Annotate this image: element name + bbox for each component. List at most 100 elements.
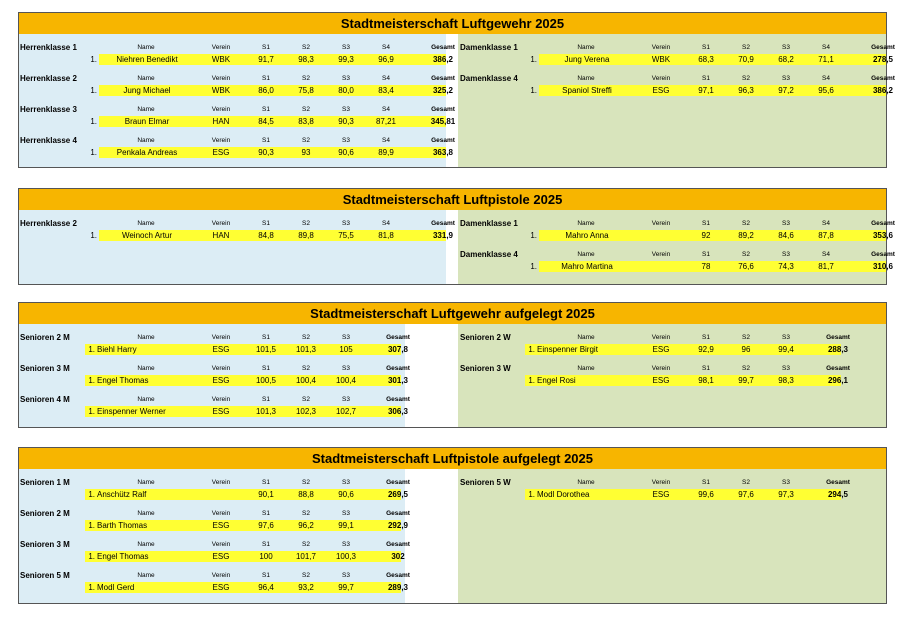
column-header: S3 <box>782 251 790 258</box>
result-bar <box>539 54 886 65</box>
column-header: Name <box>137 510 155 517</box>
column-header: Name <box>137 106 155 113</box>
score: 97,6 <box>738 490 754 499</box>
score: 100,3 <box>335 552 357 561</box>
column-header: Verein <box>211 137 231 144</box>
total: 325,2 <box>432 86 454 95</box>
class-label: Damenklasse 4 <box>460 250 518 259</box>
class-label: Senioren 3 M <box>20 364 70 373</box>
section <box>18 12 887 168</box>
rank: 1. <box>528 490 535 499</box>
column-header: S2 <box>742 220 750 227</box>
column-header: Verein <box>211 479 231 486</box>
total: 278,5 <box>872 55 894 64</box>
result-bar <box>99 147 446 158</box>
column-header: Verein <box>211 396 231 403</box>
score: 81,7 <box>818 262 834 271</box>
column-header: Name <box>577 220 595 227</box>
column-header: Name <box>577 44 595 51</box>
score: 96,2 <box>298 521 314 530</box>
column-header: S1 <box>262 44 270 51</box>
column-header: Verein <box>651 44 671 51</box>
column-header: Gesamt <box>826 334 850 341</box>
column-header: Name <box>137 220 155 227</box>
men-panel <box>19 210 446 284</box>
column-header: Name <box>577 479 595 486</box>
rank: 1. <box>90 117 97 126</box>
column-header: S2 <box>302 510 310 517</box>
column-header: Verein <box>211 572 231 579</box>
score: 90,1 <box>258 490 274 499</box>
rank: 1. <box>90 55 97 64</box>
column-header: Gesamt <box>871 75 895 82</box>
class-label: Senioren 3 W <box>460 364 511 373</box>
column-header: S3 <box>342 510 350 517</box>
column-header: Name <box>577 365 595 372</box>
column-header: Verein <box>651 334 671 341</box>
column-header: S1 <box>262 572 270 579</box>
score: 97,2 <box>778 86 794 95</box>
column-header: Gesamt <box>386 365 410 372</box>
result-bar <box>85 406 401 417</box>
column-header: S2 <box>302 572 310 579</box>
column-header: S1 <box>262 396 270 403</box>
class-label: Damenklasse 4 <box>460 74 518 83</box>
column-header: S1 <box>262 75 270 82</box>
score: 102,7 <box>335 407 357 416</box>
column-header: S2 <box>742 365 750 372</box>
score: 97,1 <box>698 86 714 95</box>
score: 99,7 <box>738 376 754 385</box>
column-header: Name <box>577 334 595 341</box>
rank: 1. <box>88 583 95 592</box>
column-header: Gesamt <box>386 334 410 341</box>
column-header: Verein <box>211 44 231 51</box>
total: 386,2 <box>872 86 894 95</box>
column-header: S3 <box>342 137 350 144</box>
score: 74,3 <box>778 262 794 271</box>
score: 101,3 <box>255 407 277 416</box>
class-label: Herrenklasse 1 <box>20 43 77 52</box>
section-title: Stadtmeisterschaft Luftgewehr aufgelegt … <box>19 303 886 324</box>
column-header: Gesamt <box>871 220 895 227</box>
column-header: S3 <box>342 365 350 372</box>
result-bar <box>85 344 401 355</box>
column-header: S3 <box>782 334 790 341</box>
total: 269,5 <box>387 490 409 499</box>
column-header: Gesamt <box>431 106 455 113</box>
score: 87,21 <box>375 117 397 126</box>
column-header: S1 <box>702 479 710 486</box>
column-header: S1 <box>262 220 270 227</box>
column-header: Verein <box>211 220 231 227</box>
score: 101,5 <box>255 345 277 354</box>
column-header: Verein <box>211 334 231 341</box>
column-header: Gesamt <box>871 44 895 51</box>
column-header: S2 <box>302 220 310 227</box>
name: Niehren Benedikt <box>116 55 178 64</box>
name: Einspenner Birgit <box>537 345 598 354</box>
result-bar <box>539 85 886 96</box>
score: 96,9 <box>378 55 394 64</box>
column-header: S1 <box>262 479 270 486</box>
section-title: Stadtmeisterschaft Luftpistole 2025 <box>19 189 886 210</box>
total: 363,8 <box>432 148 454 157</box>
total: 296,1 <box>827 376 849 385</box>
score: 88,8 <box>298 490 314 499</box>
name: Jung Verena <box>564 55 610 64</box>
score: 95,6 <box>818 86 834 95</box>
column-header: Gesamt <box>431 75 455 82</box>
club: ESG <box>212 148 230 157</box>
name: Einspenner Werner <box>97 407 166 416</box>
score: 96,3 <box>738 86 754 95</box>
name: Penkala Andreas <box>116 148 178 157</box>
class-label: Senioren 2 W <box>460 333 511 342</box>
column-header: Name <box>137 396 155 403</box>
score: 70,9 <box>738 55 754 64</box>
column-header: Verein <box>651 479 671 486</box>
column-header: Name <box>137 365 155 372</box>
score: 99,6 <box>698 490 714 499</box>
column-header: S3 <box>342 479 350 486</box>
column-header: Gesamt <box>871 251 895 258</box>
total: 386,2 <box>432 55 454 64</box>
club: ESG <box>212 583 230 592</box>
rank: 1. <box>88 521 95 530</box>
